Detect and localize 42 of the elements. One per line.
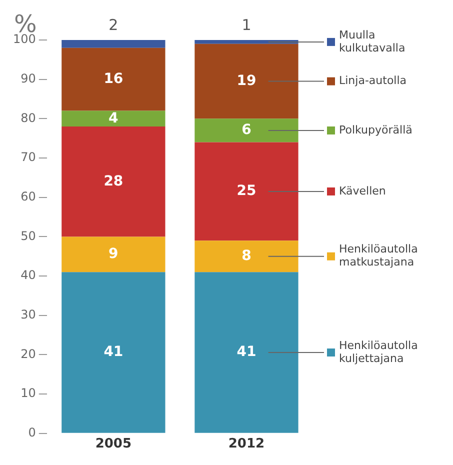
bar	[194, 240, 298, 272]
bar	[62, 272, 166, 433]
legend-label: Linja-autolla	[339, 74, 407, 88]
data-label: 19	[236, 72, 256, 89]
bar	[62, 110, 166, 127]
y-tick-label: 90	[20, 71, 36, 86]
bar	[194, 142, 298, 241]
legend-label: Muulla kulkutavalla	[339, 28, 406, 54]
y-tick-label: 20	[20, 346, 36, 361]
y-tick-label: 80	[20, 110, 36, 125]
data-label: 9	[108, 246, 118, 262]
legend-label: Henkilöautolla kuljettajana	[339, 338, 418, 365]
data-label: 41	[236, 344, 256, 360]
bar	[194, 118, 298, 142]
x-tick-label: 2012	[228, 436, 265, 452]
bar	[194, 44, 298, 119]
bar	[62, 126, 166, 237]
bar	[194, 272, 298, 433]
bar	[194, 40, 298, 44]
y-tick-label: 30	[20, 308, 36, 322]
data-label: 8	[242, 248, 252, 264]
data-label: 28	[104, 173, 124, 190]
data-label: 4	[108, 110, 119, 126]
data-label: 16	[104, 70, 124, 87]
legend-label: Henkilöautolla matkustajana	[339, 242, 418, 269]
legend-label: Kävellen	[339, 184, 386, 198]
x-tick-label: 2005	[95, 436, 132, 452]
y-tick-label: 40	[20, 268, 36, 282]
y-tick-label: 10	[20, 386, 36, 400]
bar	[62, 48, 166, 111]
bar	[62, 40, 166, 48]
bar	[62, 236, 166, 272]
data-label: 25	[236, 183, 256, 200]
y-tick-label: 70	[20, 150, 36, 164]
data-label: 1	[242, 16, 252, 34]
y-tick-label: 60	[20, 189, 36, 204]
data-label: 41	[104, 344, 124, 360]
data-label: 6	[242, 122, 252, 138]
legend-label: Polkupyörällä	[339, 123, 412, 136]
y-tick-label: 0	[28, 426, 36, 440]
y-tick-label: 50	[20, 228, 36, 243]
data-label: 2	[108, 16, 118, 34]
